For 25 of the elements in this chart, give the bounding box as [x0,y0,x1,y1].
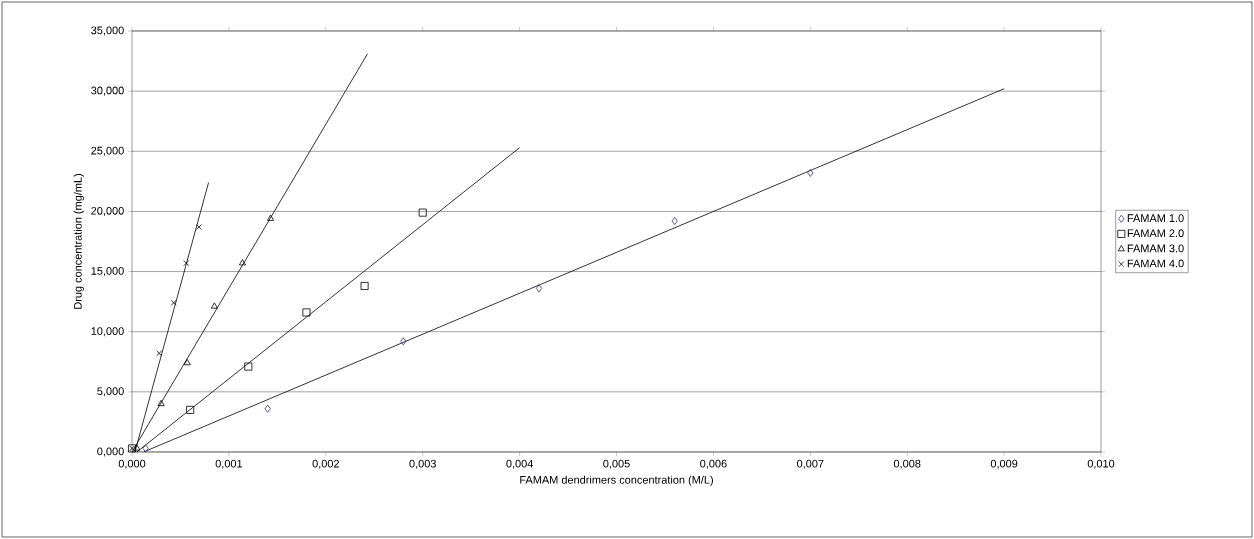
y-tick-label: 15,000 [91,267,124,277]
y-axis-title: Drug concentration (mg/mL) [73,173,84,309]
y-tick-label: 25,000 [91,146,124,156]
x-tick-label: 0,010 [1087,459,1115,469]
x-axis-title: FAMAM dendrimers concentration (M/L) [520,475,713,486]
x-tick-label: 0,005 [603,459,630,469]
y-tick-label: 20,000 [91,206,124,216]
legend-label: FAMAM 2.0 [1127,229,1184,238]
x-tick-label: 0,003 [409,459,436,469]
x-tick-label: 0,002 [312,459,339,469]
y-tick-label: 5,000 [97,387,124,397]
legend-label: FAMAM 3.0 [1127,244,1184,253]
x-tick-label: 0,007 [797,459,824,469]
x-tick-label: 0,004 [506,459,533,469]
y-tick-label: 0,000 [97,447,124,457]
legend-label: FAMAM 1.0 [1127,214,1184,222]
y-tick-label: 35,000 [91,26,124,36]
x-tick-label: 0,008 [893,459,921,469]
y-tick-label: 10,000 [91,327,124,337]
x-tick-label: 0,006 [700,459,727,469]
x-tick-label: 0,001 [215,459,243,469]
x-tick-label: 0,009 [990,459,1018,469]
y-tick-label: 30,000 [91,86,124,96]
x-tick-label: 0,000 [118,459,146,469]
legend-label: FAMAM 4.0 [1127,259,1184,268]
